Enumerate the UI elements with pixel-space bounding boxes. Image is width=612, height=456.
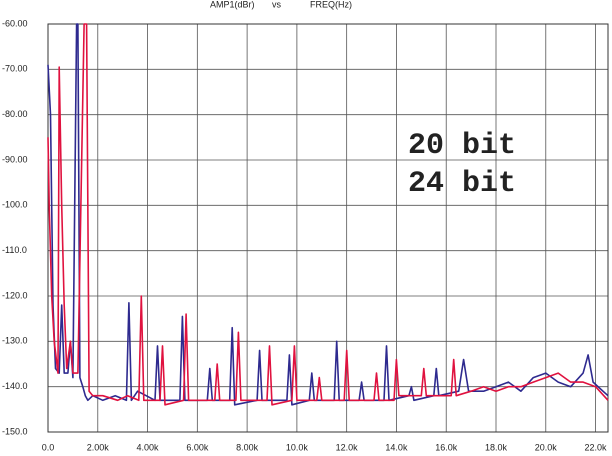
x-tick-label: 2.00k bbox=[87, 442, 110, 452]
y-tick-label: -60.00 bbox=[2, 18, 28, 28]
x-tick-label: 20.0k bbox=[535, 442, 558, 452]
x-tick-label: 14.0k bbox=[385, 442, 408, 452]
y-tick-label: -80.00 bbox=[2, 109, 28, 119]
x-tick-label: 18.0k bbox=[485, 442, 508, 452]
y-tick-label: -120.0 bbox=[2, 290, 28, 300]
chart-title: FREQ(Hz) bbox=[310, 0, 352, 9]
x-tick-label: 10.0k bbox=[286, 442, 309, 452]
chart-title: vs bbox=[272, 0, 282, 9]
y-tick-label: -110.0 bbox=[2, 245, 27, 255]
y-tick-label: -130.0 bbox=[2, 336, 28, 346]
chart-title: AMP1(dBr) bbox=[210, 0, 255, 9]
x-tick-label: 8.00k bbox=[236, 442, 259, 452]
x-tick-label: 12.0k bbox=[336, 442, 359, 452]
y-tick-label: -140.0 bbox=[2, 381, 28, 391]
data-line bbox=[47, 23, 609, 406]
x-tick-label: 6.00k bbox=[186, 442, 209, 452]
y-tick-label: -150.0 bbox=[2, 426, 28, 436]
y-tick-label: -90.00 bbox=[2, 154, 28, 164]
y-tick-label: -100.0 bbox=[2, 200, 28, 210]
plot-frame bbox=[47, 23, 609, 433]
x-tick-label: 0.0 bbox=[42, 442, 55, 452]
legend-label: 20 bit bbox=[408, 129, 516, 163]
x-tick-label: 22.0k bbox=[585, 442, 608, 452]
data-line bbox=[47, 23, 609, 406]
legend-label: 24 bit bbox=[408, 167, 516, 201]
x-tick-label: 16.0k bbox=[435, 442, 458, 452]
y-tick-label: -70.00 bbox=[2, 64, 28, 74]
x-tick-label: 4.00k bbox=[137, 442, 160, 452]
